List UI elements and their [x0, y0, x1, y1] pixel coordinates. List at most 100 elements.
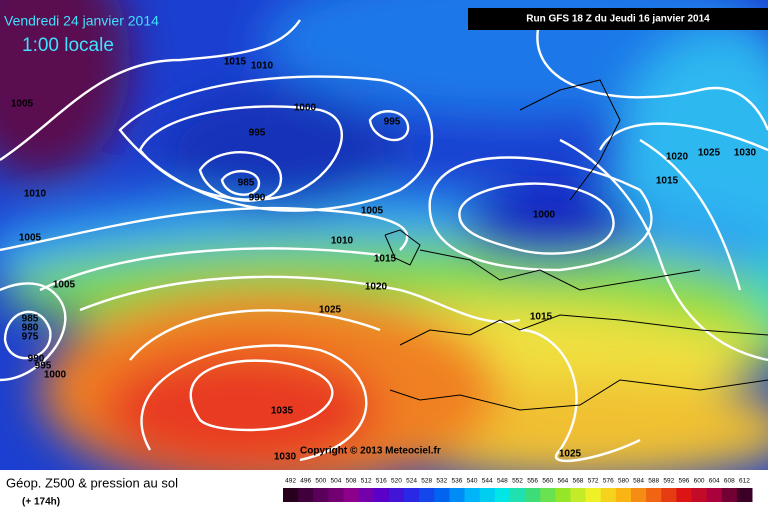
scale-swatch	[676, 488, 692, 502]
scale-swatch	[464, 488, 481, 502]
scale-label: 556	[527, 478, 538, 485]
isobar-label: 1000	[533, 210, 556, 221]
coastlines	[384, 79, 768, 411]
scale-swatch	[509, 488, 526, 502]
isobar-label: 980	[22, 323, 39, 334]
scale-label: 516	[376, 478, 387, 485]
scale-swatch	[313, 488, 329, 502]
valid-date: Vendredi 24 janvier 2014	[4, 13, 159, 29]
scale-label: 520	[391, 478, 402, 485]
scale-label: 564	[557, 478, 568, 485]
isobar-label: 1010	[331, 236, 354, 247]
footer-title: Géop. Z500 & pression au sol	[6, 475, 178, 490]
scale-swatch	[479, 488, 496, 502]
isobar-label: 1035	[271, 406, 294, 417]
scale-label: 504	[331, 478, 342, 485]
scale-label: 608	[724, 478, 735, 485]
scale-label: 544	[482, 478, 493, 485]
scale-label: 508	[346, 478, 357, 485]
isobar-label: 1030	[734, 148, 757, 159]
isobar-label: 1005	[11, 99, 34, 110]
run-banner	[468, 8, 768, 30]
scale-swatch	[570, 488, 587, 502]
scale-swatch	[434, 488, 450, 502]
scale-label: 540	[467, 478, 478, 485]
scale-label: 492	[285, 478, 296, 485]
scale-label: 612	[739, 478, 750, 485]
isobar-label: 995	[35, 361, 52, 372]
isobar-label: 1020	[365, 282, 388, 293]
scale-swatch	[736, 488, 753, 502]
isobar-label: 975	[22, 332, 39, 343]
color-scale: 492 496 500 504 508 512 516 520 524 528 532 536 540 5…	[283, 478, 753, 502]
copyright: Copyright © 2013 Meteociel.fr	[300, 446, 441, 457]
scale-label: 548	[497, 478, 508, 485]
isobar-label: 1015	[656, 176, 679, 187]
isobar-label: 1030	[274, 452, 297, 463]
scale-label: 584	[633, 478, 644, 485]
scale-swatch	[600, 488, 617, 502]
scale-swatch	[298, 488, 314, 502]
scale-label: 532	[436, 478, 447, 485]
scale-label: 552	[512, 478, 523, 485]
isobar-label: 1020	[666, 152, 689, 163]
scale-swatch	[388, 488, 405, 502]
scale-label: 588	[648, 478, 659, 485]
scale-swatch	[646, 488, 662, 502]
scale-label: 512	[361, 478, 372, 485]
scale-swatch	[404, 488, 420, 502]
isobar-label: 985	[238, 178, 255, 189]
scale-label: 580	[618, 478, 629, 485]
scale-swatch	[419, 488, 435, 502]
scale-label: 560	[542, 478, 553, 485]
geopotential-field	[0, 0, 768, 470]
scale-label: 524	[406, 478, 417, 485]
scale-label: 576	[603, 478, 614, 485]
scale-swatch	[343, 488, 360, 502]
scale-swatch	[691, 488, 708, 502]
isobar-label: 1015	[374, 254, 397, 265]
isobar-label: 1000	[294, 103, 317, 114]
isobar-label: 1005	[53, 280, 76, 291]
scale-label: 536	[452, 478, 463, 485]
isobar-label: 1010	[251, 61, 274, 72]
scale-swatch	[721, 488, 738, 502]
scale-swatch	[283, 488, 299, 502]
isobar-label: 985	[22, 314, 39, 325]
local-time: 1:00 locale	[22, 35, 114, 56]
scale-swatch	[661, 488, 677, 502]
isobar-label: 995	[249, 128, 266, 139]
isobar-label: 1015	[530, 312, 553, 323]
scale-label: 496	[300, 478, 311, 485]
isobar-label: 990	[28, 354, 45, 365]
isobar-label: 1015	[224, 57, 247, 68]
lead-time: (+ 174h)	[22, 497, 60, 508]
isobar-label: 1005	[19, 233, 42, 244]
isobar-label: 1010	[24, 189, 47, 200]
scale-swatch	[449, 488, 466, 502]
scale-label: 596	[678, 478, 689, 485]
scale-swatch	[494, 488, 511, 502]
scale-label: 528	[421, 478, 432, 485]
scale-label: 500	[315, 478, 326, 485]
scale-swatch	[328, 488, 345, 502]
isobar-label: 990	[249, 193, 266, 204]
isobar-label: 1025	[319, 305, 342, 316]
scale-swatch	[373, 488, 390, 502]
run-info: Run GFS 18 Z du Jeudi 16 janvier 2014	[526, 14, 710, 25]
scale-label: 604	[709, 478, 720, 485]
isobar-label: 1025	[559, 449, 582, 460]
scale-swatch	[706, 488, 723, 502]
scale-swatch	[358, 488, 375, 502]
scale-swatch	[540, 488, 556, 502]
isobar-label: 1005	[361, 206, 384, 217]
scale-swatch	[555, 488, 571, 502]
scale-label: 600	[694, 478, 705, 485]
isobar-label: 1000	[44, 370, 67, 381]
scale-swatch	[525, 488, 541, 502]
scale-label: 572	[588, 478, 599, 485]
isobar-label: 1025	[698, 148, 721, 159]
